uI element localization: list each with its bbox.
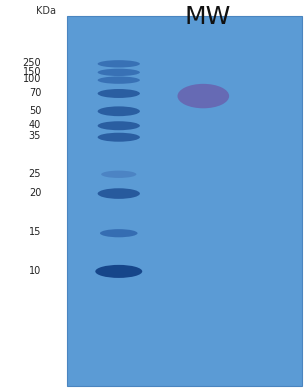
Text: 35: 35 — [29, 131, 41, 142]
Text: 100: 100 — [23, 74, 41, 84]
Text: 25: 25 — [29, 169, 41, 179]
Text: 50: 50 — [29, 106, 41, 115]
Text: 15: 15 — [29, 228, 41, 237]
Text: 10: 10 — [29, 265, 41, 276]
Text: 70: 70 — [29, 88, 41, 98]
Text: 250: 250 — [23, 58, 41, 68]
Text: 40: 40 — [29, 120, 41, 130]
Text: 20: 20 — [29, 188, 41, 198]
Text: 150: 150 — [23, 66, 41, 77]
Text: KDa: KDa — [36, 6, 56, 16]
Text: MW: MW — [184, 5, 231, 29]
